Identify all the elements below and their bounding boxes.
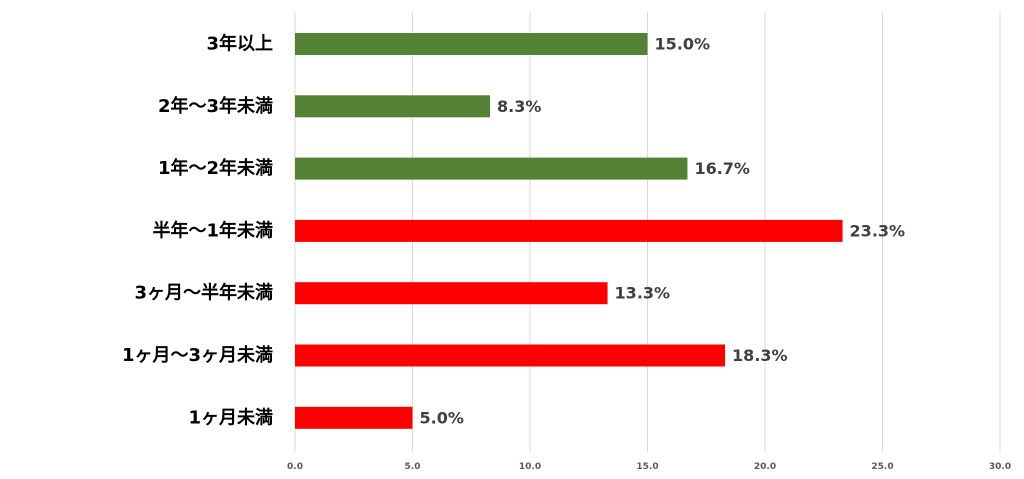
bar xyxy=(295,406,413,429)
bar xyxy=(295,282,608,305)
x-tick-label: 25.0 xyxy=(871,462,893,472)
bar xyxy=(295,157,688,180)
category-label: 半年～1年未満 xyxy=(152,219,273,241)
x-tick-label: 10.0 xyxy=(519,462,541,472)
category-label: 2年～3年未満 xyxy=(158,95,273,117)
x-tick-label: 30.0 xyxy=(989,462,1011,472)
bar xyxy=(295,33,648,55)
value-label: 18.3% xyxy=(732,346,788,365)
category-label: 3ヶ月～半年未満 xyxy=(134,282,273,304)
bars xyxy=(295,33,843,429)
x-tick-label: 15.0 xyxy=(636,462,658,472)
x-tick-label: 0.0 xyxy=(287,462,303,472)
bar xyxy=(295,344,726,367)
value-label: 15.0% xyxy=(655,35,711,54)
value-label: 8.3% xyxy=(497,97,541,116)
value-label: 23.3% xyxy=(850,221,906,240)
x-tick-label: 5.0 xyxy=(405,462,421,472)
category-label: 1ヶ月未満 xyxy=(188,406,273,428)
bar xyxy=(295,95,491,118)
value-label: 16.7% xyxy=(694,159,750,178)
value-label: 5.0% xyxy=(420,408,464,427)
category-label: 1年～2年未満 xyxy=(158,157,273,179)
value-label: 13.3% xyxy=(615,284,671,303)
bar xyxy=(295,219,843,242)
labels: 0.0 5.0 10.0 15.0 20.0 25.0 30.0 3年以上 15.0% 2年～3年… xyxy=(122,33,1011,473)
x-tick-label: 20.0 xyxy=(754,462,776,472)
category-label: 1ヶ月～3ヶ月未満 xyxy=(122,344,273,366)
category-label: 3年以上 xyxy=(206,33,273,55)
